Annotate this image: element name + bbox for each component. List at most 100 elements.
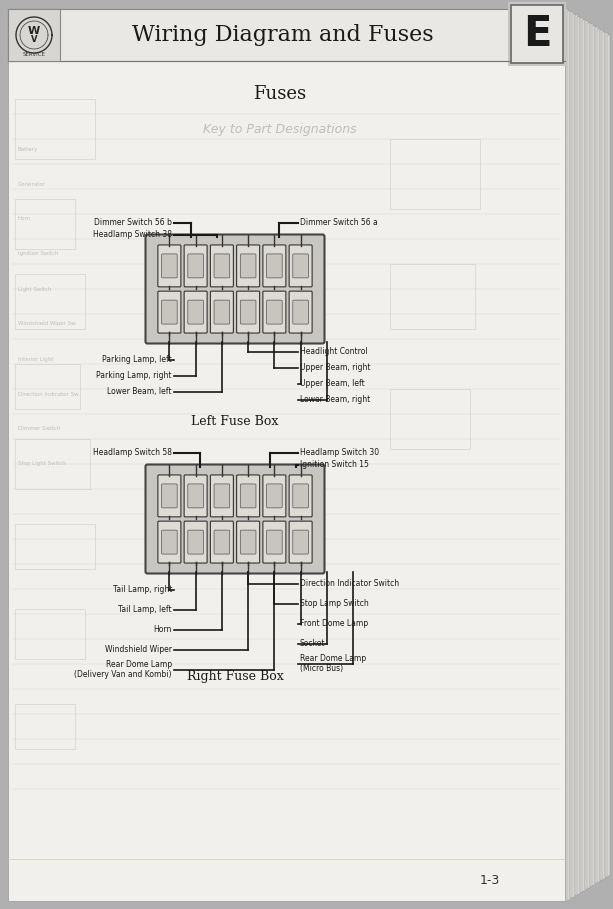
FancyBboxPatch shape: [289, 474, 312, 517]
FancyBboxPatch shape: [210, 474, 234, 517]
FancyBboxPatch shape: [188, 300, 204, 325]
FancyBboxPatch shape: [240, 300, 256, 325]
FancyBboxPatch shape: [237, 521, 260, 563]
FancyBboxPatch shape: [237, 474, 260, 517]
FancyBboxPatch shape: [289, 521, 312, 563]
FancyBboxPatch shape: [263, 474, 286, 517]
Text: Horn: Horn: [154, 625, 172, 634]
Bar: [575, 15, 578, 895]
Text: Lower Beam, right: Lower Beam, right: [300, 395, 370, 404]
Text: Headlamp Switch 58: Headlamp Switch 58: [93, 448, 172, 457]
FancyBboxPatch shape: [162, 300, 177, 325]
FancyBboxPatch shape: [162, 484, 177, 508]
Bar: [605, 33, 608, 877]
FancyBboxPatch shape: [184, 474, 207, 517]
Bar: [15, 274, 85, 329]
Bar: [568, 11, 571, 900]
FancyBboxPatch shape: [263, 291, 286, 333]
Text: Generator: Generator: [18, 182, 46, 186]
FancyBboxPatch shape: [263, 521, 286, 563]
Text: Rear Dome Lamp
(Delivery Van and Kombi): Rear Dome Lamp (Delivery Van and Kombi): [75, 660, 172, 679]
Text: Key to Part Designations: Key to Part Designations: [203, 123, 357, 135]
Bar: [590, 24, 593, 886]
FancyBboxPatch shape: [184, 291, 207, 333]
FancyBboxPatch shape: [240, 254, 256, 278]
FancyBboxPatch shape: [145, 235, 324, 344]
FancyBboxPatch shape: [267, 254, 282, 278]
Text: Wiring Diagram and Fuses: Wiring Diagram and Fuses: [132, 24, 433, 46]
FancyBboxPatch shape: [237, 291, 260, 333]
Bar: [587, 23, 590, 887]
FancyBboxPatch shape: [289, 291, 312, 333]
Text: 1-3: 1-3: [480, 874, 500, 887]
FancyBboxPatch shape: [237, 245, 260, 287]
Bar: [511, 5, 563, 63]
FancyBboxPatch shape: [184, 521, 207, 563]
Text: E: E: [523, 13, 551, 55]
Text: Battery: Battery: [18, 146, 38, 152]
Bar: [603, 32, 606, 878]
Bar: [15, 524, 95, 569]
Bar: [565, 9, 568, 901]
Bar: [598, 28, 601, 882]
Bar: [573, 14, 576, 896]
FancyBboxPatch shape: [158, 245, 181, 287]
Bar: [8, 9, 565, 61]
FancyBboxPatch shape: [210, 521, 234, 563]
FancyBboxPatch shape: [293, 530, 308, 554]
Text: Windshield Wiper: Windshield Wiper: [105, 645, 172, 654]
Bar: [390, 389, 470, 449]
FancyBboxPatch shape: [162, 254, 177, 278]
Text: Windshield Wiper Sw.: Windshield Wiper Sw.: [18, 322, 77, 326]
FancyBboxPatch shape: [293, 300, 308, 325]
Text: Stop Lamp Switch: Stop Lamp Switch: [300, 599, 369, 608]
FancyBboxPatch shape: [188, 484, 204, 508]
FancyBboxPatch shape: [240, 530, 256, 554]
FancyBboxPatch shape: [210, 291, 234, 333]
Text: Upper Beam, right: Upper Beam, right: [300, 363, 370, 372]
Text: Fuses: Fuses: [253, 85, 306, 103]
Text: Right Fuse Box: Right Fuse Box: [186, 670, 283, 683]
Text: Socket: Socket: [300, 639, 326, 648]
Bar: [15, 364, 80, 409]
Text: Direction Indicator Sw.: Direction Indicator Sw.: [18, 392, 80, 396]
FancyBboxPatch shape: [267, 484, 282, 508]
Text: Rear Dome Lamp
(Micro Bus): Rear Dome Lamp (Micro Bus): [300, 654, 366, 674]
Bar: [582, 19, 585, 891]
FancyBboxPatch shape: [293, 484, 308, 508]
FancyBboxPatch shape: [210, 245, 234, 287]
Bar: [585, 21, 588, 889]
FancyBboxPatch shape: [162, 530, 177, 554]
Bar: [580, 18, 583, 892]
Text: Headlamp Switch 30: Headlamp Switch 30: [300, 448, 379, 457]
Bar: [15, 439, 90, 489]
FancyBboxPatch shape: [158, 474, 181, 517]
FancyBboxPatch shape: [263, 245, 286, 287]
FancyBboxPatch shape: [240, 484, 256, 508]
Bar: [570, 12, 573, 898]
Text: Parking Lamp, left: Parking Lamp, left: [102, 355, 172, 364]
Text: Tail Lamp, left: Tail Lamp, left: [118, 605, 172, 614]
Bar: [15, 704, 75, 749]
FancyBboxPatch shape: [188, 254, 204, 278]
FancyBboxPatch shape: [214, 530, 230, 554]
FancyBboxPatch shape: [214, 300, 230, 325]
Bar: [390, 264, 475, 329]
Bar: [8, 9, 60, 61]
Text: Upper Beam, left: Upper Beam, left: [300, 379, 365, 388]
Text: Direction Indicator Switch: Direction Indicator Switch: [300, 579, 399, 588]
Text: Light Switch: Light Switch: [18, 286, 51, 292]
Text: Lower Beam, left: Lower Beam, left: [107, 387, 172, 396]
Bar: [607, 35, 611, 875]
Text: Ignition Switch 15: Ignition Switch 15: [300, 460, 369, 469]
FancyBboxPatch shape: [214, 254, 230, 278]
Text: Parking Lamp, right: Parking Lamp, right: [96, 371, 172, 380]
FancyBboxPatch shape: [267, 300, 282, 325]
FancyBboxPatch shape: [214, 484, 230, 508]
FancyBboxPatch shape: [184, 245, 207, 287]
FancyBboxPatch shape: [158, 291, 181, 333]
Bar: [15, 199, 75, 249]
FancyBboxPatch shape: [145, 464, 324, 574]
Text: Stop Light Switch: Stop Light Switch: [18, 462, 66, 466]
Text: SERVICE: SERVICE: [23, 53, 45, 57]
